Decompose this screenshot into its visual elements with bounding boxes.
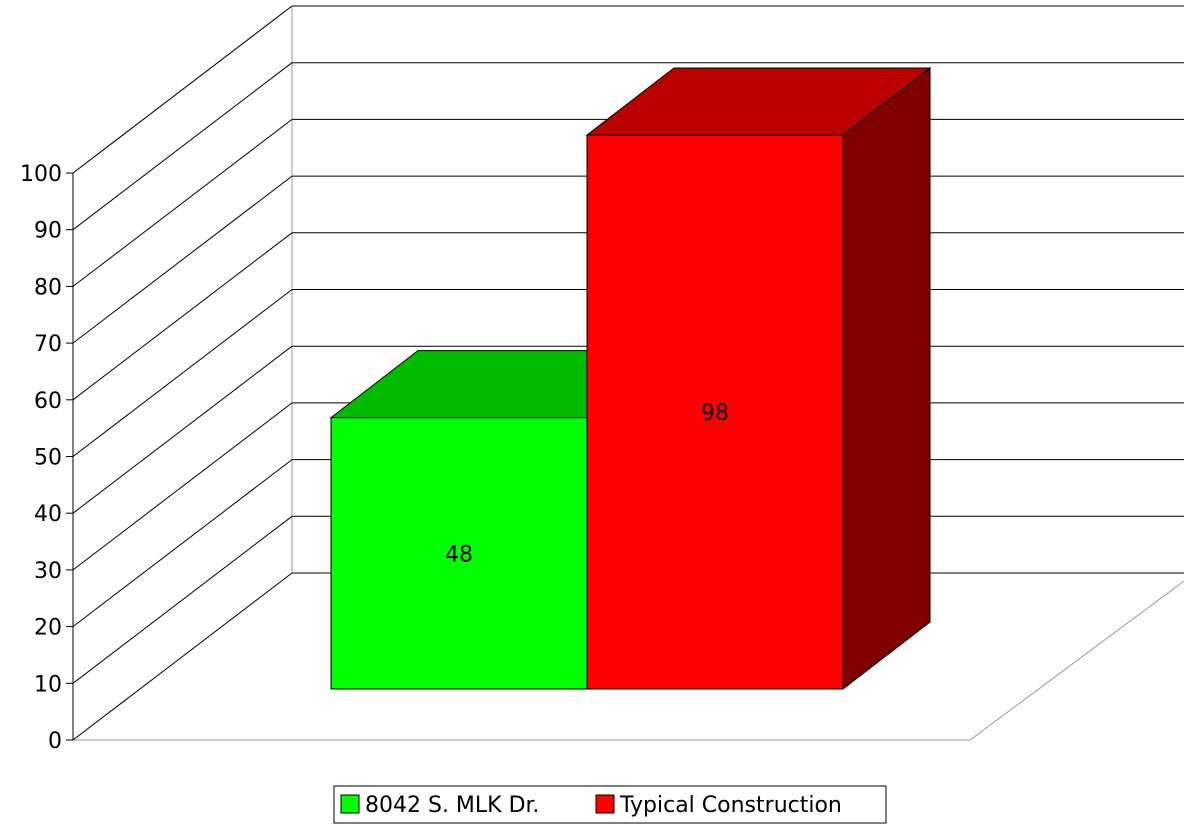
y-tick-label: 0 [48, 729, 62, 754]
y-tick-label: 80 [34, 275, 62, 300]
legend-entry: Typical Construction [619, 793, 842, 818]
legend-swatch [595, 794, 615, 814]
y-tick-label: 70 [34, 332, 62, 357]
y-axis: 0 10 20 30 40 50 60 70 80 90 100 [20, 162, 74, 754]
y-tick-label: 20 [34, 616, 62, 641]
gridline-wall [72, 402, 293, 571]
legend: 8042 S. MLK Dr. Typical Construction [333, 785, 887, 824]
gridline-wall [72, 232, 293, 401]
y-tick-label: 100 [20, 162, 62, 187]
gridline-wall [72, 345, 293, 514]
legend-entry: 8042 S. MLK Dr. [365, 793, 540, 818]
bars: 48 98 [329, 66, 932, 691]
y-tick-label: 30 [34, 559, 62, 584]
legend-swatch [340, 794, 360, 814]
bar-side-face [842, 66, 931, 691]
bar-typical-construction: 98 [585, 66, 932, 691]
data-label: 98 [701, 401, 729, 426]
gridline-wall [72, 5, 293, 174]
gridline-wall [72, 572, 293, 741]
y-tick-label: 50 [34, 446, 62, 471]
bar-front-face [586, 134, 844, 690]
y-tick-label: 90 [34, 219, 62, 244]
bar-front-face [330, 417, 588, 690]
gridline-wall [72, 515, 293, 684]
gridline-wall [72, 62, 293, 231]
y-tick-label: 60 [34, 389, 62, 414]
gridline-wall [72, 119, 293, 287]
data-label: 48 [445, 542, 473, 567]
floor-right-edge [969, 580, 1184, 741]
gridline-wall [72, 459, 293, 627]
gridline-wall [72, 175, 293, 344]
y-tick-label: 10 [34, 672, 62, 697]
y-tick-label: 40 [34, 502, 62, 527]
gridline-wall [72, 289, 293, 457]
